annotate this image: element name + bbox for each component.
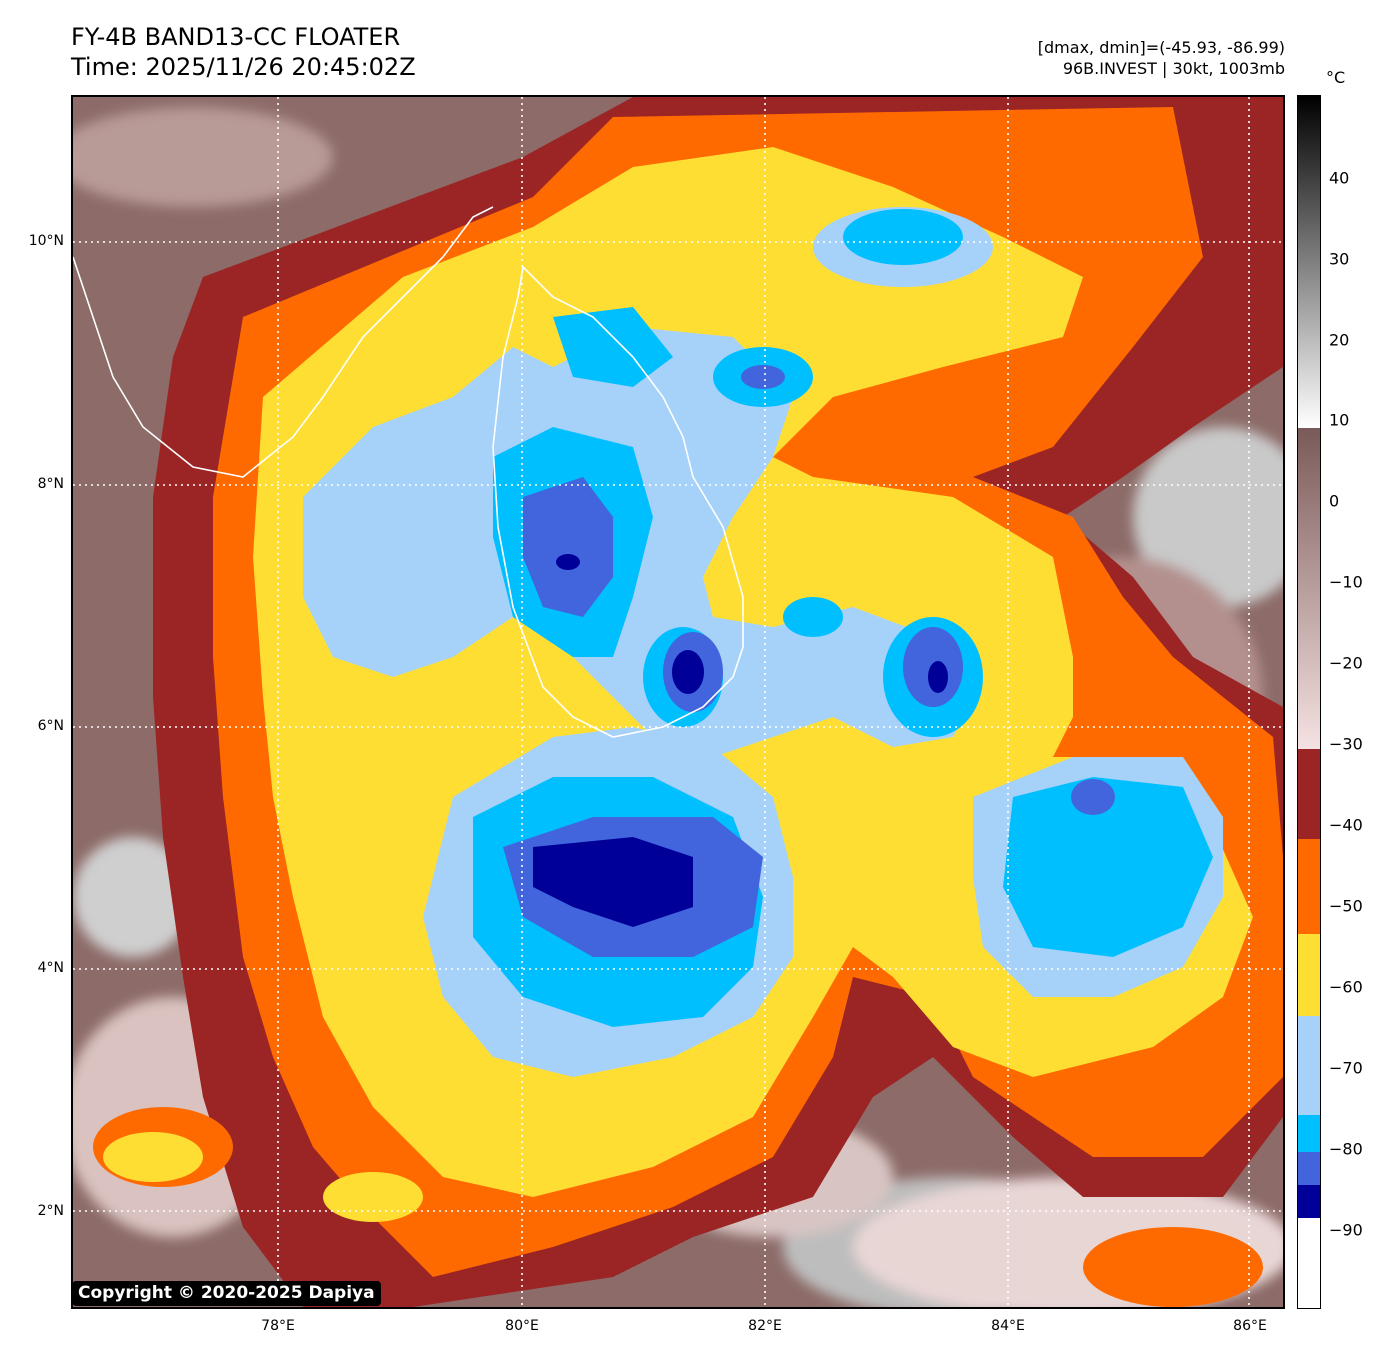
colorbar-tick-minus60: −60 [1329,977,1363,997]
india-coastline [73,206,494,478]
colorbar-tick-minus80: −80 [1329,1139,1363,1159]
title-line-2: Time: 2025/11/26 20:45:02Z [71,53,416,81]
colorbar-gradient [1298,96,1320,1308]
colorbar [1297,95,1321,1309]
colorbar-tick-minus20: −20 [1329,653,1363,673]
colorbar-tick-minus10: −10 [1329,572,1363,592]
lon-label-82e: 82°E [748,1318,782,1334]
colorbar-tick-minus70: −70 [1329,1058,1363,1078]
cloud-navy [533,554,948,927]
colorbar-tick-minus40: −40 [1329,815,1363,835]
colorbar-unit: °C [1326,68,1346,87]
colorbar-tick-0: 0 [1329,491,1340,511]
info-line-2: 96B.INVEST | 30kt, 1003mb [1062,59,1285,78]
coastlines [73,206,744,738]
title-line-1: FY-4B BAND13-CC FLOATER [71,23,401,51]
map-image [73,97,1283,1307]
copyright-badge: Copyright © 2020-2025 Dapiya [72,1281,381,1306]
lat-label-2n: 2°N [37,1203,64,1219]
lat-label-8n: 8°N [37,476,64,492]
lat-label-4n: 4°N [37,960,64,976]
lat-label-10n: 10°N [28,233,64,249]
lon-label-78e: 78°E [261,1318,295,1334]
colorbar-tick-minus90: −90 [1329,1220,1363,1240]
lon-label-86e: 86°E [1233,1318,1267,1334]
lon-label-84e: 84°E [991,1318,1025,1334]
sri-lanka-coastline [492,265,744,738]
colorbar-tick-40: 40 [1329,168,1350,188]
colorbar-tick-20: 20 [1329,330,1350,350]
colorbar-tick-minus50: −50 [1329,896,1363,916]
colorbar-tick-30: 30 [1329,249,1350,269]
colorbar-tick-10: 10 [1329,410,1350,430]
lon-label-80e: 80°E [505,1318,539,1334]
lat-label-6n: 6°N [37,718,64,734]
grid-lines [73,97,1283,1307]
info-line-1: [dmax, dmin]=(-45.93, -86.99) [1037,38,1285,57]
satellite-map [71,95,1285,1309]
colorbar-tick-minus30: −30 [1329,734,1363,754]
